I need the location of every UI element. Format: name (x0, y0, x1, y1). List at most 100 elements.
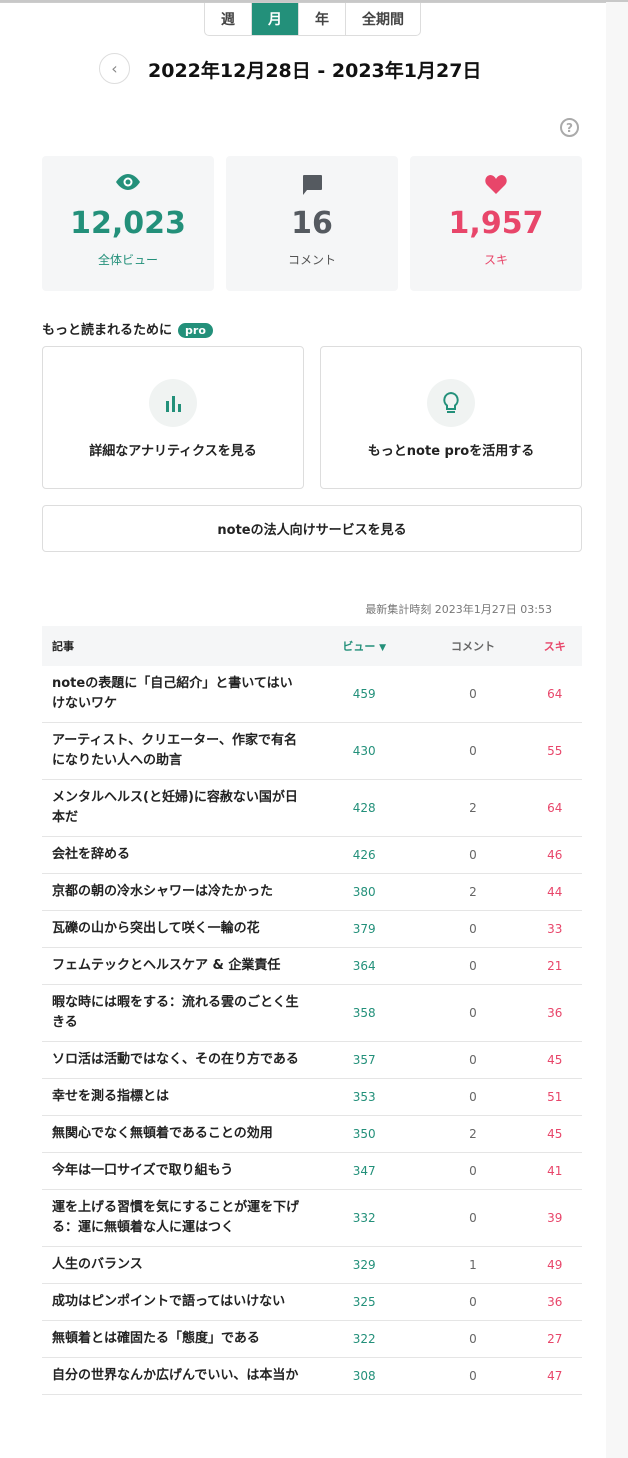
article-title[interactable]: 無頓着とは確固たる「態度」である (42, 1320, 310, 1358)
article-title[interactable]: noteの表題に「自己紹介」と書いてはいけないワケ (42, 666, 310, 723)
table-row[interactable]: 暇な時には暇をする：流れる雲のごとく生きる 358 0 36 (42, 984, 582, 1042)
article-likes: 33 (527, 910, 582, 948)
header-views[interactable]: ビュー ▼ (310, 626, 419, 666)
corporate-service-button[interactable]: noteの法人向けサービスを見る (42, 505, 582, 552)
table-row[interactable]: 無頓着とは確固たる「態度」である 322 0 27 (42, 1320, 582, 1358)
table-row[interactable]: 京都の朝の冷水シャワーは冷たかった 380 2 44 (42, 873, 582, 911)
article-title[interactable]: 幸せを測る指標とは (42, 1078, 310, 1116)
article-views: 347 (310, 1152, 419, 1190)
stat-likes: 1,957 スキ (410, 156, 582, 291)
article-likes: 27 (527, 1320, 582, 1358)
table-row[interactable]: フェムテックとヘルスケア & 企業責任 364 0 21 (42, 947, 582, 985)
table-row[interactable]: ソロ活は活動ではなく、その在り方である 357 0 45 (42, 1041, 582, 1079)
article-title[interactable]: 暇な時には暇をする：流れる雲のごとく生きる (42, 984, 310, 1042)
article-title[interactable]: 自分の世界なんか広げんでいい、は本当か (42, 1357, 310, 1395)
article-comments: 1 (418, 1246, 528, 1284)
article-likes: 41 (527, 1152, 582, 1190)
views-value: 12,023 (70, 206, 186, 241)
bar-chart-icon (166, 396, 181, 412)
article-title[interactable]: 会社を辞める (42, 836, 310, 874)
table-row[interactable]: 自分の世界なんか広げんでいい、は本当か 308 0 47 (42, 1357, 582, 1395)
article-comments: 2 (418, 1115, 528, 1153)
article-comments: 0 (418, 1189, 528, 1247)
header-title: 記事 (42, 626, 310, 666)
stat-comments: 16 コメント (226, 156, 398, 291)
article-title[interactable]: 成功はピンポイントで語ってはいけない (42, 1283, 310, 1321)
article-comments: 0 (418, 1357, 528, 1395)
article-likes: 45 (527, 1115, 582, 1153)
article-views: 322 (310, 1320, 419, 1358)
previous-period-button[interactable]: ‹ (99, 53, 130, 84)
comment-icon (303, 175, 322, 195)
header-comments[interactable]: コメント (418, 626, 528, 666)
table-row[interactable]: 会社を辞める 426 0 46 (42, 836, 582, 874)
table-row[interactable]: 瓦礫の山から突出して咲く一輪の花 379 0 33 (42, 910, 582, 948)
article-likes: 46 (527, 836, 582, 874)
table-row[interactable]: メンタルヘルス(と妊婦)に容赦ない国が日本だ 428 2 64 (42, 779, 582, 837)
page: 週月年全期間 ‹ 2022年12月28日 - 2023年1月27日 ? 12,0… (0, 2, 606, 1458)
table-row[interactable]: 今年は一口サイズで取り組もう 347 0 41 (42, 1152, 582, 1190)
article-title[interactable]: 京都の朝の冷水シャワーは冷たかった (42, 873, 310, 911)
tab-0[interactable]: 週 (205, 3, 252, 35)
table-row[interactable]: 運を上げる習慣を気にすることが運を下げる：運に無頓着な人に運はつく 332 0 39 (42, 1189, 582, 1247)
article-views: 428 (310, 779, 419, 837)
pro-badge: pro (178, 323, 213, 338)
promo-title: もっと読まれるために pro (42, 319, 213, 338)
article-comments: 0 (418, 1320, 528, 1358)
tab-1[interactable]: 月 (252, 3, 299, 35)
note-pro-card[interactable]: もっとnote proを活用する (320, 346, 582, 489)
article-likes: 64 (527, 666, 582, 723)
article-title[interactable]: 無関心でなく無頓着であることの効用 (42, 1115, 310, 1153)
article-comments: 2 (418, 873, 528, 911)
analytics-label: 詳細なアナリティクスを見る (89, 444, 257, 459)
article-comments: 2 (418, 779, 528, 837)
article-views: 350 (310, 1115, 419, 1153)
article-title[interactable]: メンタルヘルス(と妊婦)に容赦ない国が日本だ (42, 779, 310, 837)
table-row[interactable]: アーティスト、クリエーター、作家で有名になりたい人への助言 430 0 55 (42, 722, 582, 780)
article-likes: 47 (527, 1357, 582, 1395)
table-row[interactable]: 成功はピンポイントで語ってはいけない 325 0 36 (42, 1283, 582, 1321)
article-title[interactable]: ソロ活は活動ではなく、その在り方である (42, 1041, 310, 1079)
table-row[interactable]: 無関心でなく無頓着であることの効用 350 2 45 (42, 1115, 582, 1153)
article-likes: 45 (527, 1041, 582, 1079)
help-icon[interactable]: ? (560, 118, 579, 137)
article-views: 358 (310, 984, 419, 1042)
article-likes: 49 (527, 1246, 582, 1284)
header-views-label: ビュー (342, 640, 376, 653)
article-views: 379 (310, 910, 419, 948)
table-row[interactable]: 幸せを測る指標とは 353 0 51 (42, 1078, 582, 1116)
article-comments: 0 (418, 1078, 528, 1116)
article-title[interactable]: 瓦礫の山から突出して咲く一輪の花 (42, 910, 310, 948)
article-comments: 0 (418, 1041, 528, 1079)
article-likes: 39 (527, 1189, 582, 1247)
article-title[interactable]: フェムテックとヘルスケア & 企業責任 (42, 947, 310, 985)
article-views: 357 (310, 1041, 419, 1079)
article-views: 308 (310, 1357, 419, 1395)
likes-label: スキ (483, 253, 508, 267)
header-likes[interactable]: スキ (527, 626, 582, 666)
article-likes: 64 (527, 779, 582, 837)
article-title[interactable]: 人生のバランス (42, 1246, 310, 1284)
promo-title-text: もっと読まれるために (42, 323, 173, 338)
tab-2[interactable]: 年 (299, 3, 346, 35)
article-comments: 0 (418, 910, 528, 948)
article-likes: 21 (527, 947, 582, 985)
table-row[interactable]: noteの表題に「自己紹介」と書いてはいけないワケ 459 0 64 (42, 666, 582, 723)
article-title[interactable]: 運を上げる習慣を気にすることが運を下げる：運に無頓着な人に運はつく (42, 1189, 310, 1247)
table-row[interactable]: 人生のバランス 329 1 49 (42, 1246, 582, 1284)
article-title[interactable]: 今年は一口サイズで取り組もう (42, 1152, 310, 1190)
sort-desc-icon: ▼ (379, 643, 387, 653)
views-label: 全体ビュー (97, 253, 158, 267)
article-comments: 0 (418, 666, 528, 723)
analytics-card[interactable]: 詳細なアナリティクスを見る (42, 346, 304, 489)
date-range: 2022年12月28日 - 2023年1月27日 (148, 60, 482, 82)
article-views: 364 (310, 947, 419, 985)
article-views: 380 (310, 873, 419, 911)
article-title[interactable]: アーティスト、クリエーター、作家で有名になりたい人への助言 (42, 722, 310, 780)
tab-3[interactable]: 全期間 (362, 12, 404, 28)
article-comments: 0 (418, 1152, 528, 1190)
lightbulb-icon (443, 391, 459, 413)
last-updated: 最新集計時刻 2023年1月27日 03:53 (365, 603, 552, 616)
stat-views: 12,023 全体ビュー (42, 156, 214, 291)
heart-icon (485, 175, 507, 194)
